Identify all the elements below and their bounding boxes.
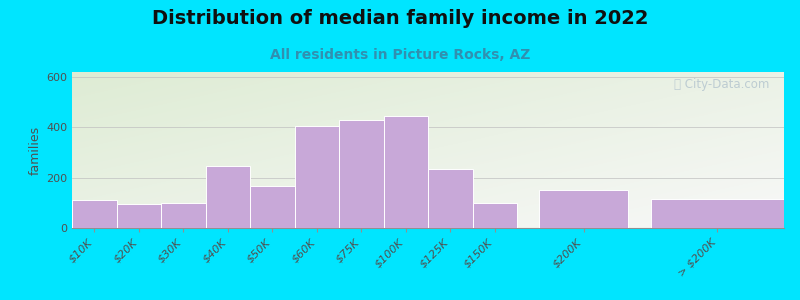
Text: ⓘ City-Data.com: ⓘ City-Data.com [674,78,770,91]
Text: All residents in Picture Rocks, AZ: All residents in Picture Rocks, AZ [270,48,530,62]
Bar [294,126,339,228]
Bar [117,204,161,228]
Y-axis label: families: families [29,125,42,175]
Bar [473,203,517,228]
Bar [428,169,473,228]
Bar [539,190,628,228]
Bar [161,203,206,228]
Bar [206,167,250,228]
Bar [339,120,383,228]
Bar [72,200,117,228]
Bar [650,199,784,228]
Text: Distribution of median family income in 2022: Distribution of median family income in … [152,9,648,28]
Bar [250,187,294,228]
Bar [383,116,428,228]
